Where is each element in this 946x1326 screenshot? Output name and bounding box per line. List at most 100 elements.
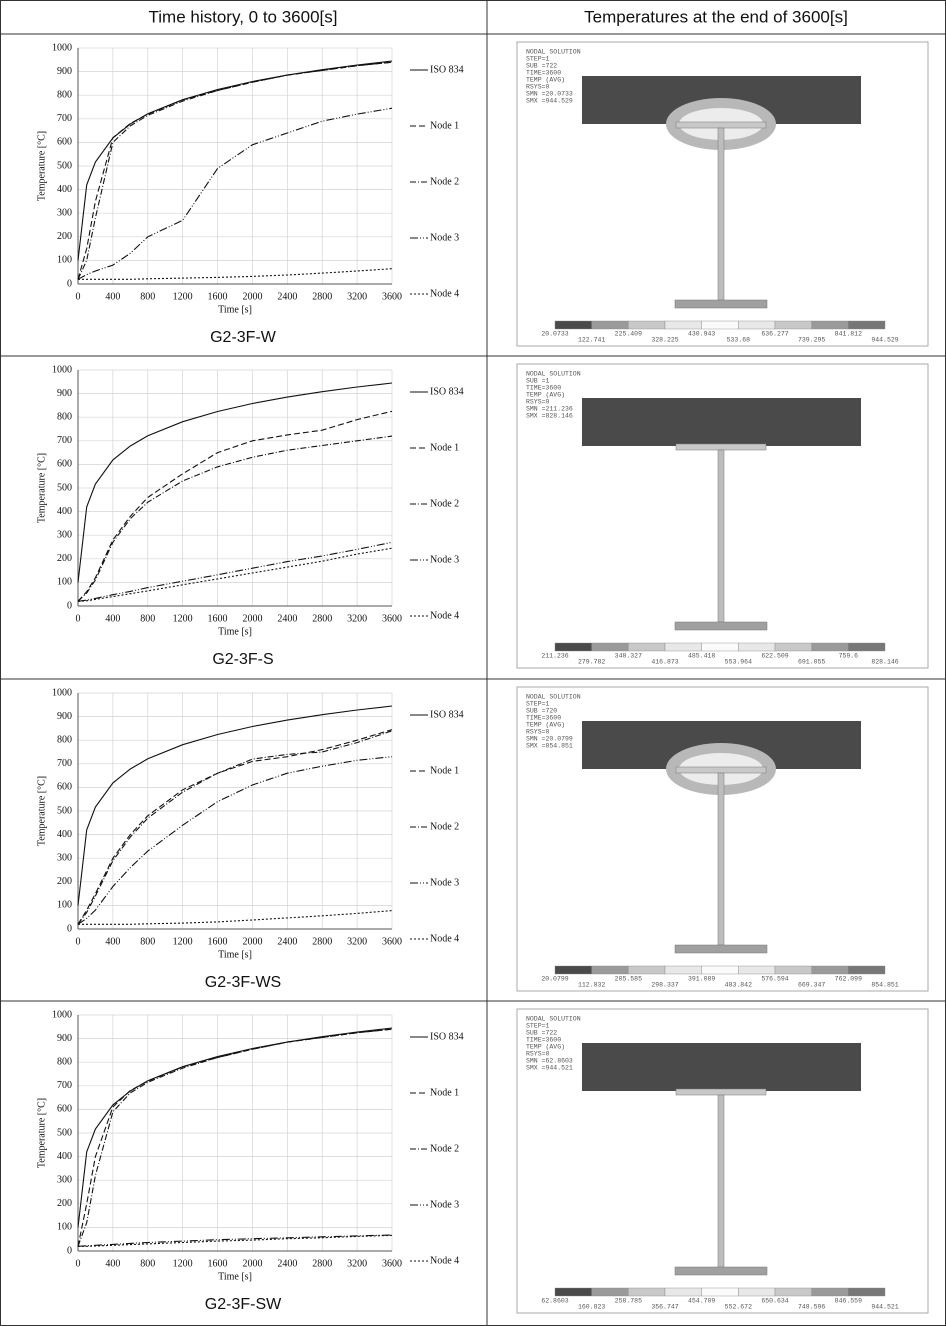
colorbar-segment bbox=[848, 643, 885, 651]
colorbar-label: 62.8603 bbox=[541, 1298, 568, 1305]
caption: G2-3F-W bbox=[210, 329, 277, 346]
x-tick-label: 1600 bbox=[208, 291, 228, 302]
contour-info: SMX =828.146 bbox=[526, 413, 573, 420]
colorbar-label: 846.559 bbox=[835, 1298, 862, 1305]
y-tick-label: 800 bbox=[57, 89, 72, 100]
colorbar-label: 328.225 bbox=[651, 337, 678, 344]
bottom-flange bbox=[675, 945, 767, 953]
y-tick-label: 600 bbox=[57, 459, 72, 470]
x-tick-label: 3600 bbox=[382, 613, 402, 624]
colorbar-label: 739.295 bbox=[798, 337, 825, 344]
legend-label: Node 2 bbox=[430, 498, 459, 509]
y-tick-label: 900 bbox=[57, 1033, 72, 1044]
colorbar-label: 841.812 bbox=[835, 331, 862, 338]
contour-info: SMX =944.529 bbox=[526, 98, 573, 105]
y-tick-label: 200 bbox=[57, 876, 72, 887]
legend-label: Node 4 bbox=[430, 933, 459, 944]
legend-label: Node 4 bbox=[430, 288, 459, 299]
colorbar-label: 112.832 bbox=[578, 982, 605, 989]
top-plate bbox=[676, 1089, 766, 1095]
x-tick-label: 1600 bbox=[208, 1258, 228, 1269]
y-tick-label: 1000 bbox=[52, 1009, 72, 1020]
colorbar-segment bbox=[555, 643, 592, 651]
legend-label: Node 3 bbox=[430, 1199, 459, 1210]
legend-label: Node 2 bbox=[430, 1143, 459, 1154]
series-line bbox=[78, 411, 392, 601]
y-tick-label: 900 bbox=[57, 388, 72, 399]
x-tick-label: 400 bbox=[105, 291, 120, 302]
y-tick-label: 200 bbox=[57, 231, 72, 242]
y-tick-label: 400 bbox=[57, 184, 72, 195]
series-line bbox=[78, 1029, 392, 1246]
y-axis-label: Temperature [°C] bbox=[36, 1098, 47, 1168]
contour-info: TEMP (AVG) bbox=[526, 722, 565, 729]
series-line bbox=[78, 1029, 392, 1246]
y-tick-label: 600 bbox=[57, 137, 72, 148]
legend-label: Node 1 bbox=[430, 120, 459, 131]
legend-label: ISO 834 bbox=[430, 64, 464, 75]
x-tick-label: 3600 bbox=[382, 291, 402, 302]
colorbar-segment bbox=[738, 1288, 775, 1296]
contour-info: STEP=1 bbox=[526, 1023, 550, 1030]
contour-info: SUB =722 bbox=[526, 1030, 557, 1037]
x-axis-label: Time [s] bbox=[218, 626, 252, 637]
contour-info: TEMP (AVG) bbox=[526, 392, 565, 399]
y-tick-label: 0 bbox=[67, 600, 72, 611]
legend-label: Node 1 bbox=[430, 442, 459, 453]
y-tick-label: 500 bbox=[57, 482, 72, 493]
legend-label: Node 1 bbox=[430, 1087, 459, 1098]
colorbar-segment bbox=[665, 321, 702, 329]
y-tick-label: 500 bbox=[57, 1127, 72, 1138]
y-axis-label: Temperature [°C] bbox=[36, 776, 47, 846]
y-tick-label: 300 bbox=[57, 207, 72, 218]
y-tick-label: 200 bbox=[57, 553, 72, 564]
x-axis-label: Time [s] bbox=[218, 1271, 252, 1282]
colorbar-label: 669.347 bbox=[798, 982, 825, 989]
legend-label: ISO 834 bbox=[430, 386, 464, 397]
x-tick-label: 3200 bbox=[347, 1258, 367, 1269]
web bbox=[718, 773, 724, 945]
x-tick-label: 0 bbox=[76, 291, 81, 302]
x-tick-label: 3200 bbox=[347, 936, 367, 947]
colorbar-label: 762.099 bbox=[835, 976, 862, 983]
colorbar-label: 828.146 bbox=[871, 659, 898, 666]
series-line bbox=[78, 731, 392, 925]
colorbar-segment bbox=[702, 1288, 739, 1296]
contour-info: NODAL SOLUTION bbox=[526, 694, 581, 701]
y-tick-label: 600 bbox=[57, 1104, 72, 1115]
contour-info: SUB =720 bbox=[526, 708, 557, 715]
y-tick-label: 1000 bbox=[52, 687, 72, 698]
y-tick-label: 900 bbox=[57, 711, 72, 722]
colorbar-segment bbox=[555, 966, 592, 974]
x-tick-label: 0 bbox=[76, 613, 81, 624]
colorbar-segment bbox=[665, 966, 702, 974]
colorbar-segment bbox=[738, 643, 775, 651]
x-tick-label: 3200 bbox=[347, 613, 367, 624]
x-tick-label: 2800 bbox=[312, 613, 332, 624]
series-line bbox=[78, 61, 392, 260]
contour-info: SUB =1 bbox=[526, 378, 550, 385]
contour-info: RSYS=0 bbox=[526, 729, 550, 736]
colorbar-segment bbox=[665, 1288, 702, 1296]
y-tick-label: 800 bbox=[57, 1056, 72, 1067]
column-header: Time history, 0 to 3600[s] bbox=[149, 7, 338, 26]
x-tick-label: 0 bbox=[76, 936, 81, 947]
y-tick-label: 300 bbox=[57, 852, 72, 863]
caption: G2-3F-SW bbox=[205, 1296, 282, 1313]
colorbar-segment bbox=[848, 966, 885, 974]
contour-info: SMN =20.0733 bbox=[526, 91, 573, 98]
series-line bbox=[78, 911, 392, 925]
colorbar-segment bbox=[592, 966, 629, 974]
colorbar-segment bbox=[592, 1288, 629, 1296]
colorbar-segment bbox=[702, 966, 739, 974]
contour-info: NODAL SOLUTION bbox=[526, 1016, 581, 1023]
colorbar-label: 211.236 bbox=[541, 653, 568, 660]
y-tick-label: 500 bbox=[57, 160, 72, 171]
y-tick-label: 700 bbox=[57, 113, 72, 124]
y-tick-label: 800 bbox=[57, 411, 72, 422]
colorbar-label: 485.418 bbox=[688, 653, 715, 660]
colorbar-label: 533.68 bbox=[727, 337, 751, 344]
colorbar-label: 298.337 bbox=[651, 982, 678, 989]
series-line bbox=[78, 757, 392, 925]
y-tick-label: 1000 bbox=[52, 42, 72, 53]
